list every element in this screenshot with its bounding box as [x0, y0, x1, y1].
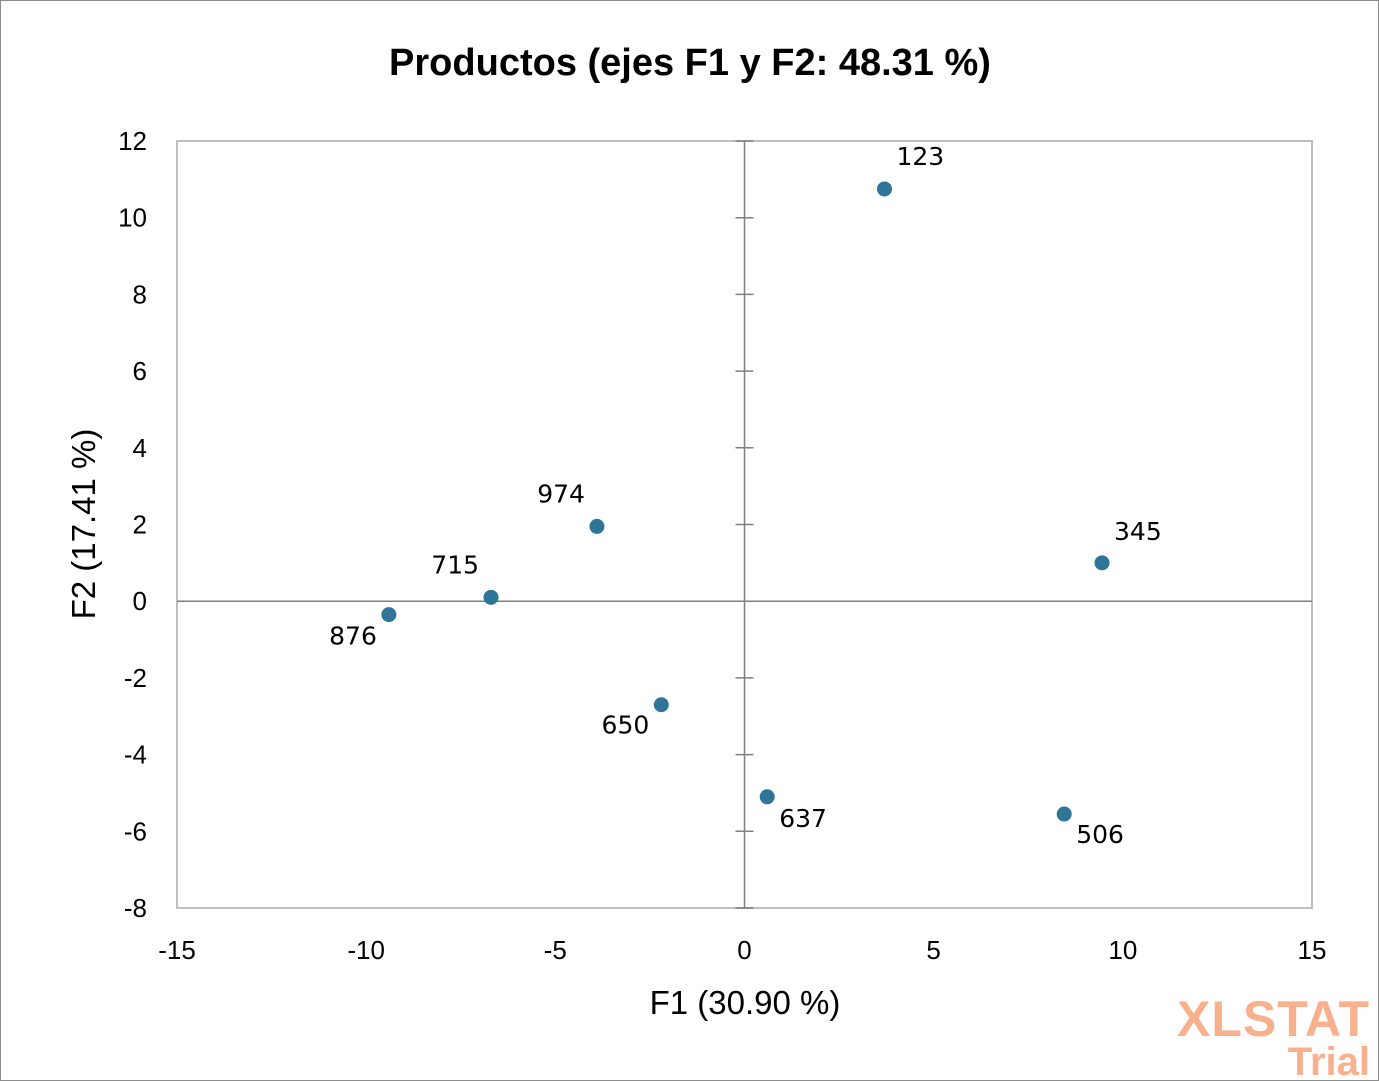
point-label: 715: [431, 550, 479, 579]
chart-title: Productos (ejes F1 y F2: 48.31 %): [389, 42, 991, 84]
y-tick-labels: -8 -6 -4 -2 0 2 4 6 8 10 12: [118, 126, 147, 923]
point-label: 123: [896, 142, 944, 171]
watermark-edition: Trial: [1288, 1040, 1370, 1080]
axes: [177, 140, 1312, 909]
y-tick-label: 2: [133, 510, 147, 540]
x-axis-title: F1 (30.90 %): [650, 984, 841, 1021]
data-points: 123 345 974 715 876 650 637 506: [329, 142, 1162, 849]
y-tick-label: 4: [133, 433, 147, 463]
x-tick-label: 10: [1108, 935, 1137, 965]
x-tick-labels: -15 -10 -5 0 5 10 15: [158, 935, 1326, 965]
data-point-637: [759, 789, 775, 805]
point-label: 876: [329, 622, 377, 651]
y-tick-label: 0: [133, 586, 147, 616]
point-label: 637: [779, 804, 827, 833]
point-label: 974: [537, 479, 585, 508]
y-tick-label: -2: [124, 663, 147, 693]
y-tick-label: -6: [124, 816, 147, 846]
watermark-brand: XLSTAT: [1177, 991, 1370, 1047]
data-point-715: [483, 589, 499, 605]
data-point-345: [1094, 555, 1110, 571]
data-point-506: [1056, 806, 1072, 822]
y-tick-label: -8: [124, 893, 147, 923]
x-tick-label: 15: [1298, 935, 1327, 965]
x-tick-label: 0: [737, 935, 751, 965]
x-tick-label: -5: [544, 935, 567, 965]
data-point-123: [876, 181, 892, 197]
data-point-974: [589, 518, 605, 534]
y-axis-title: F2 (17.41 %): [65, 429, 102, 620]
y-tick-label: 8: [133, 279, 147, 309]
point-label: 650: [602, 711, 650, 740]
point-label: 506: [1076, 820, 1124, 849]
data-point-650: [653, 697, 669, 713]
y-tick-label: -4: [124, 740, 147, 770]
y-tick-label: 10: [118, 203, 147, 233]
y-tick-label: 6: [133, 356, 147, 386]
x-tick-label: -10: [347, 935, 385, 965]
data-point-876: [381, 607, 397, 623]
x-tick-label: 5: [926, 935, 940, 965]
y-tick-label: 12: [118, 126, 147, 156]
point-label: 345: [1114, 517, 1162, 546]
x-tick-label: -15: [158, 935, 196, 965]
